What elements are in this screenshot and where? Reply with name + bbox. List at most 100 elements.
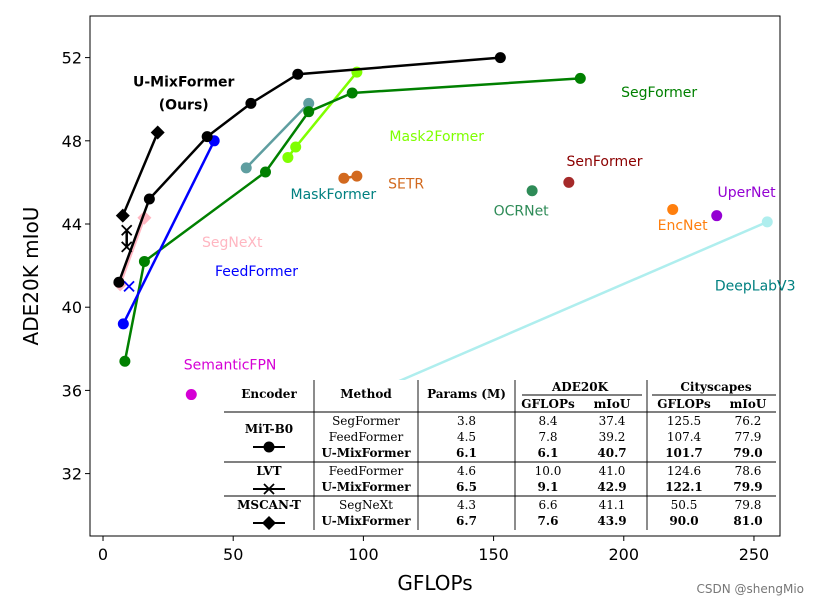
- annotation-u-mixformer: U-MixFormer: [133, 75, 235, 91]
- data-point: [303, 97, 315, 109]
- data-point: [138, 255, 150, 267]
- y-tick-label: 48: [62, 132, 82, 151]
- x-tick-label: 100: [348, 545, 379, 564]
- data-point: [121, 241, 133, 253]
- data-point: [119, 355, 131, 367]
- table-cell-city-gflops: 125.5: [667, 414, 701, 428]
- table-cell-ade-gflops: 9.1: [538, 480, 559, 494]
- data-point: [292, 68, 304, 80]
- comparison-table: Encoder Method Params (M) ADE20K Cityscapes G…: [224, 380, 776, 530]
- data-point: [117, 318, 129, 330]
- table-cell-params: 4.6: [457, 464, 476, 478]
- table-header-method: Method: [340, 387, 392, 401]
- series-deeplabv3: [761, 216, 773, 228]
- table-cell-method: FeedFormer: [329, 430, 404, 444]
- table-cell-params: 6.5: [456, 480, 477, 494]
- table-cell-ade-miou: 41.0: [599, 464, 626, 478]
- table-cell-city-gflops: 90.0: [669, 514, 698, 528]
- data-point: [346, 87, 358, 99]
- series-senformer: [563, 176, 575, 188]
- data-point: [245, 97, 257, 109]
- annotation-ours: (Ours): [159, 98, 209, 114]
- y-tick-label: 36: [62, 381, 82, 400]
- annotation-senformer: SenFormer: [566, 154, 642, 170]
- x-axis-label: GFLOPs: [397, 571, 472, 595]
- table-header-encoder: Encoder: [241, 387, 297, 401]
- table-cell-params: 3.8: [457, 414, 476, 428]
- table-cell-method: U-MixFormer: [321, 480, 411, 494]
- table-cell-ade-gflops: 8.4: [538, 414, 557, 428]
- table-cell-city-gflops: 101.7: [665, 446, 703, 460]
- data-point: [113, 276, 125, 288]
- data-point: [574, 72, 586, 84]
- series-upernet: [711, 210, 723, 222]
- watermark-text: CSDN @shengMio: [696, 582, 804, 596]
- table-legend-marker: [262, 516, 276, 530]
- annotation-semanticfpn: SemanticFPN: [184, 358, 277, 374]
- table-cell-params: 6.7: [456, 514, 477, 528]
- y-tick-label: 40: [62, 298, 82, 317]
- data-point: [150, 125, 165, 140]
- series-line: [122, 140, 216, 325]
- series-u-mixformer-mscan-t: [115, 125, 165, 223]
- y-tick-label: 52: [62, 49, 82, 68]
- table-cell-params: 4.5: [457, 430, 476, 444]
- table-cell-city-gflops: 124.6: [667, 464, 701, 478]
- data-point: [185, 389, 197, 401]
- x-tick-label: 250: [739, 545, 770, 564]
- table-encoder-lvt: LVT: [256, 464, 281, 478]
- table-cell-ade-gflops: 7.6: [538, 514, 559, 528]
- table-cell-params: 6.1: [456, 446, 477, 460]
- data-point: [143, 193, 155, 205]
- data-point: [123, 280, 135, 293]
- table-cell-city-gflops: 122.1: [665, 480, 703, 494]
- data-point: [115, 208, 130, 223]
- table-cell-ade-miou: 41.1: [599, 498, 626, 512]
- table-header-city-gflops: GFLOPs: [657, 397, 711, 411]
- data-point: [761, 216, 773, 228]
- data-point: [526, 185, 538, 197]
- table-cell-method: U-MixFormer: [321, 514, 411, 528]
- table-cell-ade-miou: 43.9: [597, 514, 626, 528]
- table-cell-city-miou: 79.0: [733, 446, 762, 460]
- table-legend-marker: [263, 441, 275, 453]
- table-encoder-mscan-t: MSCAN-T: [237, 498, 301, 512]
- series-u-mixformer: [113, 52, 506, 288]
- table-cell-ade-miou: 37.4: [599, 414, 626, 428]
- data-point: [282, 151, 294, 163]
- data-point: [303, 106, 315, 118]
- data-point: [259, 166, 271, 178]
- y-tick-label: 32: [62, 465, 82, 484]
- series-feedformer: [117, 135, 220, 330]
- data-point: [351, 170, 363, 182]
- data-point: [240, 162, 252, 174]
- table-cell-city-miou: 76.2: [735, 414, 762, 428]
- series-line: [119, 217, 146, 285]
- table-cell-ade-gflops: 6.1: [538, 446, 559, 460]
- annotation-mask2former: Mask2Former: [389, 129, 484, 145]
- x-tick-label: 200: [609, 545, 640, 564]
- series-line: [123, 77, 581, 362]
- series-semanticfpn: [185, 389, 197, 401]
- data-point: [290, 141, 302, 153]
- table-header-params: Params (M): [427, 387, 506, 401]
- table-header-ade20k: ADE20K: [551, 380, 609, 394]
- x-tick-label: 150: [478, 545, 509, 564]
- table-cell-ade-gflops: 10.0: [535, 464, 562, 478]
- data-point: [563, 176, 575, 188]
- series-line: [121, 131, 159, 217]
- data-point: [494, 52, 506, 64]
- table-cell-params: 4.3: [457, 498, 476, 512]
- table-cell-method: SegNeXt: [339, 498, 393, 512]
- series-ocrnet: [526, 185, 538, 197]
- table-encoder-mit-b0: MiT-B0: [245, 422, 293, 436]
- y-tick-label: 44: [62, 215, 82, 234]
- table-cell-method: FeedFormer: [329, 464, 404, 478]
- series-line: [117, 56, 501, 283]
- table-cell-city-gflops: 107.4: [667, 430, 702, 444]
- y-axis-label: ADE20K mIoU: [19, 207, 43, 346]
- table-cell-ade-miou: 40.7: [597, 446, 626, 460]
- series-maskformer: [240, 97, 315, 174]
- series-segformer: [119, 72, 586, 367]
